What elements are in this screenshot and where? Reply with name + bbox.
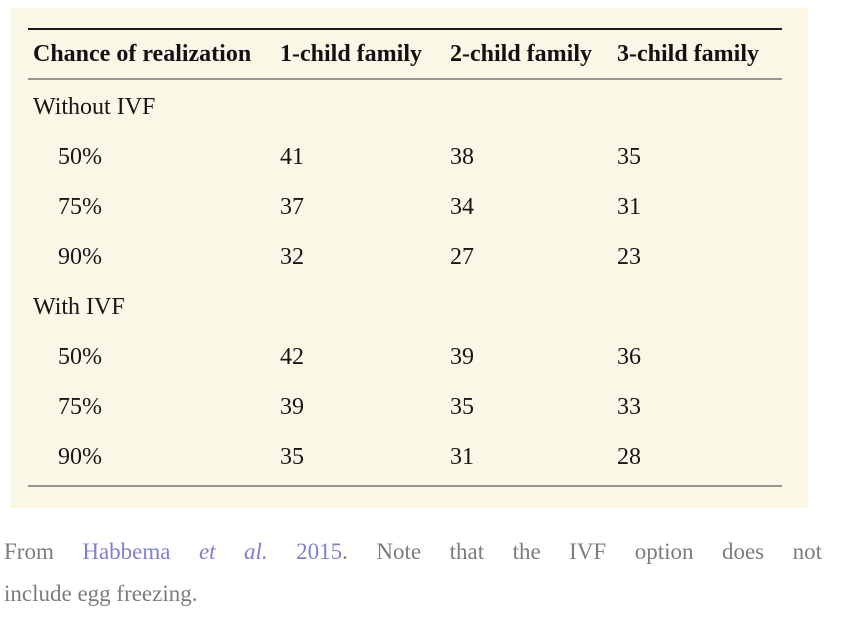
table-top-rule xyxy=(28,28,782,30)
citation-link-habbema-2015[interactable]: Habbema et al. 2015 xyxy=(82,539,342,564)
table-cell-chance: 90% xyxy=(58,243,102,270)
table-row: 90% 35 31 28 xyxy=(28,432,782,482)
citation-etal: et al. xyxy=(198,539,268,564)
caption-note: . Note that the IVF option does not xyxy=(342,539,822,564)
table-cell-value: 38 xyxy=(450,143,474,170)
section-row-with-ivf: With IVF xyxy=(28,282,782,332)
table-cell-value: 35 xyxy=(450,393,474,420)
table-cell-value: 33 xyxy=(617,393,641,420)
table-cell-value: 37 xyxy=(280,193,304,220)
table-caption: From Habbema et al. 2015. Note that the … xyxy=(4,531,822,615)
table-cell-value: 32 xyxy=(280,243,304,270)
section-label: With IVF xyxy=(33,293,125,320)
section-row-without-ivf: Without IVF xyxy=(28,82,782,132)
table-cell-value: 31 xyxy=(450,443,474,470)
citation-year: 2015 xyxy=(296,539,343,564)
table-row: 50% 41 38 35 xyxy=(28,132,782,182)
table-cell-value: 35 xyxy=(280,443,304,470)
citation-author: Habbema xyxy=(82,539,171,564)
fertility-table-card: Chance of realization 1-child family 2-c… xyxy=(10,8,808,508)
table-cell-value: 27 xyxy=(450,243,474,270)
table-cell-chance: 75% xyxy=(58,193,102,220)
table-cell-chance: 50% xyxy=(58,343,102,370)
table-cell-value: 41 xyxy=(280,143,304,170)
table-row: 75% 37 34 31 xyxy=(28,182,782,232)
table-cell-value: 36 xyxy=(617,343,641,370)
caption-line-1: From Habbema et al. 2015. Note that the … xyxy=(4,531,822,573)
header-chance-of-realization: Chance of realization xyxy=(33,40,252,67)
table-cell-value: 31 xyxy=(617,193,641,220)
table-row: 75% 39 35 33 xyxy=(28,382,782,432)
table-row: 90% 32 27 23 xyxy=(28,232,782,282)
table-bottom-rule xyxy=(28,485,782,487)
table-cell-chance: 50% xyxy=(58,143,102,170)
table-cell-value: 35 xyxy=(617,143,641,170)
caption-line-2: include egg freezing. xyxy=(4,581,198,606)
table-cell-value: 34 xyxy=(450,193,474,220)
table-cell-chance: 90% xyxy=(58,443,102,470)
header-1-child-family: 1-child family xyxy=(280,40,422,67)
header-2-child-family: 2-child family xyxy=(450,40,592,67)
table-cell-value: 42 xyxy=(280,343,304,370)
table-body: Without IVF 50% 41 38 35 75% 37 34 31 90… xyxy=(28,82,782,482)
table-cell-value: 28 xyxy=(617,443,641,470)
table-cell-value: 23 xyxy=(617,243,641,270)
table-cell-value: 39 xyxy=(280,393,304,420)
table-cell-chance: 75% xyxy=(58,393,102,420)
header-3-child-family: 3-child family xyxy=(617,40,759,67)
table-header-rule xyxy=(28,78,782,80)
table-row: 50% 42 39 36 xyxy=(28,332,782,382)
table-cell-value: 39 xyxy=(450,343,474,370)
caption-prefix: From xyxy=(4,539,54,564)
table-header-row: Chance of realization 1-child family 2-c… xyxy=(28,30,782,78)
section-label: Without IVF xyxy=(33,93,156,120)
